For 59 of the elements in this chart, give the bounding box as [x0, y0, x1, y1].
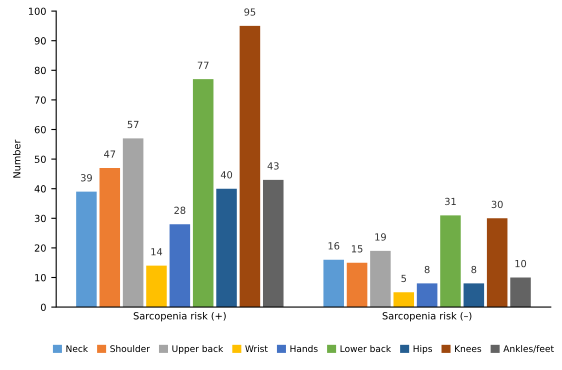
y-tick-label: 90 — [34, 37, 46, 45]
data-label: 77 — [198, 62, 209, 69]
data-label: 8 — [424, 266, 430, 274]
legend-label: Upper back — [172, 345, 224, 354]
data-label: 40 — [220, 171, 232, 178]
y-tick-label: 0 — [40, 304, 46, 311]
legend-label: Neck — [66, 345, 88, 352]
bar — [100, 168, 120, 308]
legend-label: Knees — [455, 345, 482, 352]
y-tick-label: 10 — [35, 274, 46, 282]
y-tick-label: 100 — [28, 8, 46, 15]
y-tick-label: 80 — [34, 66, 46, 74]
bar — [416, 283, 438, 308]
y-tick-label: 30 — [34, 214, 46, 222]
data-label: 10 — [515, 260, 526, 268]
data-label: 95 — [244, 8, 256, 16]
bar — [262, 180, 284, 308]
data-label: 19 — [375, 233, 386, 241]
bar — [464, 283, 484, 308]
data-label: 30 — [492, 200, 503, 208]
legend-label: Hands — [290, 345, 318, 352]
bar — [170, 224, 190, 308]
bar — [346, 262, 368, 308]
y-axis-title: Number — [12, 140, 20, 178]
data-label: 47 — [104, 150, 116, 158]
y-tick-label: 60 — [34, 126, 46, 134]
bar — [146, 266, 167, 308]
bar — [393, 292, 414, 308]
bar — [440, 215, 461, 308]
data-label: 57 — [128, 120, 138, 128]
bar — [323, 260, 344, 308]
y-tick-label: 40 — [34, 185, 46, 193]
bar — [486, 218, 508, 308]
x-tick-label: Sarcopenia risk (+) — [134, 312, 226, 322]
bar — [216, 188, 237, 308]
data-label: 14 — [151, 248, 162, 256]
bar — [192, 79, 214, 308]
y-tick-label: 70 — [34, 96, 46, 104]
bar — [510, 278, 531, 308]
y-tick-label: 20 — [34, 244, 46, 252]
bar — [240, 26, 260, 308]
bar — [122, 138, 144, 308]
x-tick-label: Sarcopenia risk (–) — [382, 312, 472, 322]
data-label: 43 — [268, 162, 279, 170]
legend-label: Ankles/feet — [503, 345, 554, 353]
data-label: 39 — [80, 174, 92, 182]
legend-label: Wrist — [245, 345, 268, 352]
data-label: 5 — [401, 274, 406, 282]
bar — [370, 250, 391, 308]
data-label: 28 — [174, 206, 186, 214]
y-tick-label: 50 — [34, 156, 46, 163]
data-label: 8 — [471, 266, 476, 274]
bar — [76, 192, 97, 308]
data-label: 15 — [352, 245, 362, 252]
legend-label: Hips — [414, 345, 432, 354]
legend-label: Lower back — [340, 345, 392, 352]
data-label: 31 — [445, 198, 456, 206]
data-label: 16 — [328, 242, 340, 250]
legend-label: Shoulder — [110, 345, 150, 352]
